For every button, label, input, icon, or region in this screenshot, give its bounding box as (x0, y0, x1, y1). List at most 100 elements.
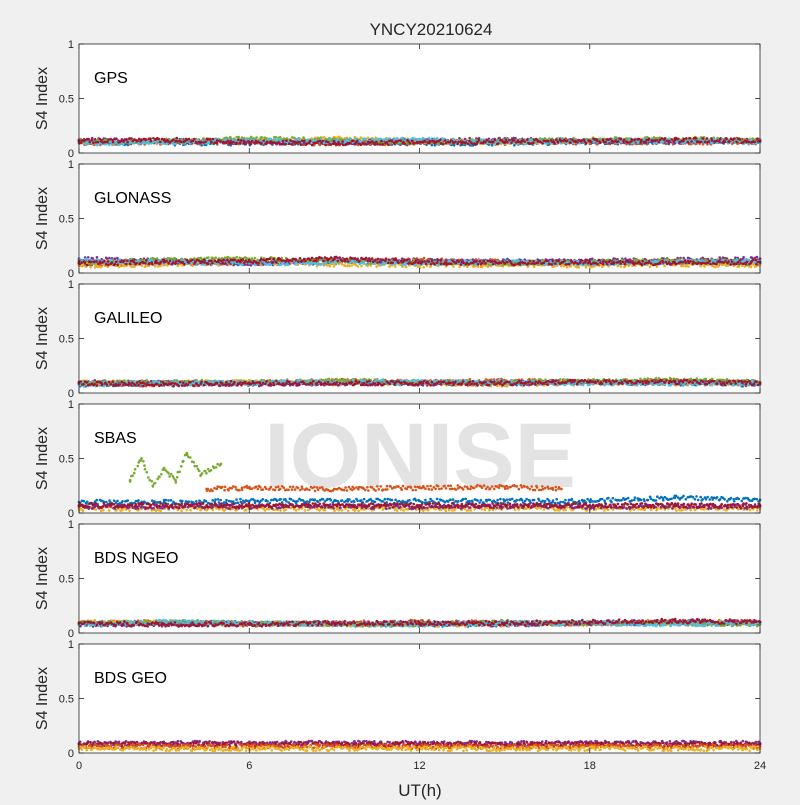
data-point (131, 265, 134, 268)
data-point (248, 141, 251, 144)
data-point (436, 137, 439, 140)
data-point (572, 137, 575, 140)
data-point (631, 138, 634, 141)
data-point (195, 142, 198, 145)
data-point (716, 140, 719, 143)
data-point (285, 139, 288, 142)
data-point (149, 137, 152, 140)
data-point (87, 138, 90, 141)
data-point (429, 140, 432, 143)
data-point (728, 140, 731, 143)
data-point (719, 138, 722, 141)
data-point (620, 265, 623, 268)
data-point (380, 140, 383, 143)
data-point (441, 137, 444, 140)
data-point (637, 141, 640, 144)
data-point (717, 265, 720, 268)
data-point (118, 266, 121, 269)
plot-area (79, 44, 760, 153)
data-point (106, 141, 109, 144)
data-point (674, 139, 677, 142)
data-point (423, 257, 426, 260)
data-point (699, 265, 702, 268)
data-point (360, 265, 363, 268)
data-point (742, 256, 745, 259)
data-point (638, 138, 641, 141)
data-point (553, 142, 556, 145)
data-point (342, 144, 345, 147)
data-point (542, 139, 545, 142)
data-point (497, 142, 500, 145)
chart-title: YNCY20210624 (370, 20, 493, 39)
data-point (533, 265, 536, 268)
data-point (689, 137, 692, 140)
data-point (330, 143, 333, 146)
data-point (478, 139, 481, 142)
data-point (282, 142, 285, 145)
data-point (411, 140, 414, 143)
data-point (690, 140, 693, 143)
data-point (108, 257, 111, 260)
data-point (288, 143, 291, 146)
data-point (530, 142, 533, 145)
data-point (352, 140, 355, 143)
data-point (237, 136, 240, 139)
data-point (648, 137, 651, 140)
data-point (232, 141, 235, 144)
data-point (226, 140, 229, 143)
data-point (329, 265, 332, 268)
data-point (510, 142, 513, 145)
data-point (357, 265, 360, 268)
data-point (362, 142, 365, 145)
data-point (708, 140, 711, 143)
data-point (176, 137, 179, 140)
y-axis-label: S4 Index (34, 67, 51, 130)
data-point (467, 143, 470, 146)
data-point (191, 265, 194, 268)
data-point (94, 138, 97, 141)
data-point (526, 138, 529, 141)
data-point (677, 138, 680, 141)
data-point (492, 141, 495, 144)
data-point (399, 139, 402, 142)
data-point (276, 139, 279, 142)
data-point (107, 138, 110, 141)
data-point (112, 141, 115, 144)
data-point (92, 257, 95, 260)
data-point (298, 141, 301, 144)
data-point (326, 141, 329, 144)
data-point (661, 141, 664, 144)
data-point (480, 138, 483, 141)
data-point (176, 140, 179, 143)
data-point (604, 141, 607, 144)
data-point (703, 265, 706, 268)
data-point (382, 143, 385, 146)
data-point (173, 257, 176, 260)
data-point (714, 266, 717, 269)
data-point (634, 139, 637, 142)
data-point (99, 138, 102, 141)
data-point (365, 143, 368, 146)
data-point (89, 266, 92, 269)
data-point (450, 139, 453, 142)
data-point (166, 142, 169, 145)
data-point (309, 140, 312, 143)
data-point (602, 138, 605, 141)
data-point (413, 138, 416, 141)
data-point (379, 143, 382, 146)
data-point (756, 138, 759, 141)
data-point (176, 265, 179, 268)
data-point (668, 140, 671, 143)
data-point (754, 141, 757, 144)
data-point (209, 138, 212, 141)
data-point (147, 142, 150, 145)
data-point (706, 137, 709, 140)
data-point (718, 140, 721, 143)
data-point (750, 266, 753, 269)
data-point (92, 141, 95, 144)
data-point (503, 141, 506, 144)
data-point (756, 256, 759, 259)
data-point (125, 138, 128, 141)
